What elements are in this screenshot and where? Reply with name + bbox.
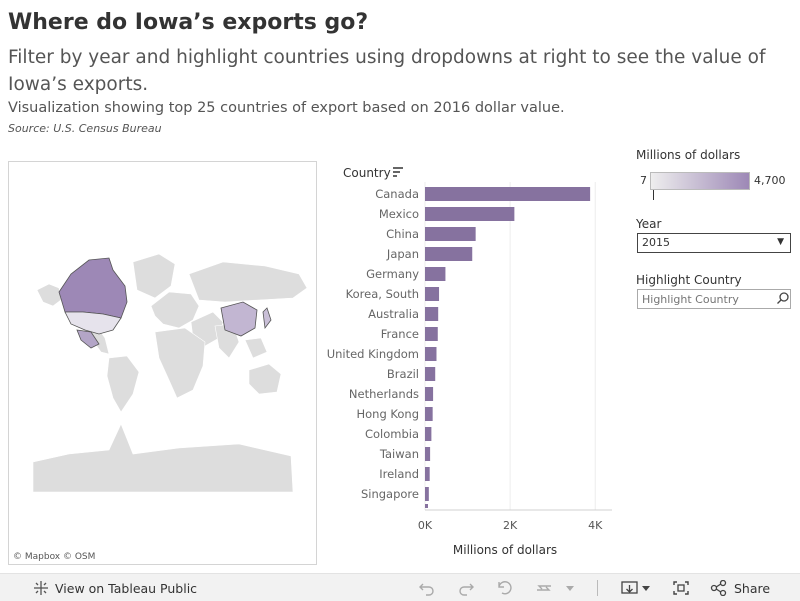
bar[interactable]: [425, 387, 434, 401]
download-icon: [621, 581, 650, 594]
map-region-mexico: [76, 329, 100, 349]
bar[interactable]: [425, 207, 515, 221]
source-note: Source: U.S. Census Bureau: [8, 122, 162, 135]
redo-icon: [459, 583, 474, 596]
search-icon[interactable]: [776, 291, 790, 305]
share-button[interactable]: Share: [710, 579, 770, 597]
legend-tick: [653, 190, 654, 200]
year-select-value: 2015: [642, 236, 670, 249]
highlight-filter-label: Highlight Country: [636, 273, 742, 287]
pause-dropdown-button[interactable]: [565, 579, 575, 597]
category-label[interactable]: France: [381, 327, 419, 341]
fullscreen-icon: [673, 581, 689, 595]
refresh-icon: [537, 585, 551, 591]
bar[interactable]: [425, 427, 432, 441]
category-label[interactable]: Canada: [375, 187, 419, 201]
bar-chart[interactable]: Country Canada Mexico China Japan Germany Kor…: [325, 160, 620, 560]
year-select[interactable]: 2015 ▼: [637, 233, 791, 253]
map-region-australia: [248, 363, 282, 395]
map-region-greenland: [132, 253, 176, 299]
download-button[interactable]: [620, 579, 652, 597]
category-label[interactable]: Japan: [386, 247, 419, 261]
view-on-tableau-public-button[interactable]: View on Tableau Public: [33, 579, 197, 597]
fullscreen-button[interactable]: [672, 579, 690, 597]
map-region-africa: [154, 327, 206, 399]
category-label[interactable]: Netherlands: [349, 387, 419, 401]
bar[interactable]: [425, 307, 439, 321]
refresh-button[interactable]: [535, 579, 553, 597]
chart-ticks: 0K 2K 4K: [418, 509, 612, 532]
bar[interactable]: [425, 327, 438, 341]
x-tick-label: 2K: [503, 519, 518, 532]
undo-icon: [419, 583, 434, 596]
map-region-antarctica: [32, 423, 294, 493]
map-region-japan: [262, 307, 272, 330]
x-axis-title: Millions of dollars: [453, 543, 557, 557]
category-label[interactable]: China: [386, 227, 419, 241]
map-region-alaska: [36, 283, 62, 307]
map-credits[interactable]: © Mapbox © OSM: [13, 552, 96, 562]
bar[interactable]: [425, 467, 430, 481]
bar[interactable]: [425, 347, 437, 361]
page-description: Visualization showing top 25 countries o…: [8, 100, 565, 116]
map-region-south-america: [106, 355, 140, 413]
bar[interactable]: [425, 287, 440, 301]
x-tick-label: 4K: [588, 519, 603, 532]
map-region-canada: [58, 257, 128, 319]
category-label[interactable]: Brazil: [387, 367, 419, 381]
revert-button[interactable]: [496, 579, 514, 597]
tableau-toolbar: View on Tableau Public: [0, 573, 800, 601]
category-label[interactable]: Colombia: [365, 427, 419, 441]
category-label[interactable]: Korea, South: [346, 287, 419, 301]
bar[interactable]: [425, 407, 433, 421]
redo-button[interactable]: [457, 579, 475, 597]
page-title: Where do Iowa’s exports go?: [8, 10, 369, 35]
map-region-usa: [64, 311, 122, 335]
legend-min-label: 7: [640, 174, 647, 187]
page-subtitle: Filter by year and highlight countries u…: [8, 47, 766, 95]
category-label[interactable]: Mexico: [379, 207, 419, 221]
view-on-tableau-public-label: View on Tableau Public: [55, 580, 198, 596]
legend-title: Millions of dollars: [636, 148, 741, 162]
legend-max-label: 4,700: [754, 174, 786, 187]
tableau-logo-icon: [34, 581, 48, 595]
category-label[interactable]: Germany: [366, 267, 419, 281]
year-filter-label: Year: [636, 217, 662, 231]
bar[interactable]: [425, 267, 446, 281]
x-tick-label: 0K: [418, 519, 433, 532]
map-region-southeast-asia: [244, 337, 268, 359]
undo-button[interactable]: [418, 579, 436, 597]
toolbar-divider: [597, 580, 598, 596]
share-label: Share: [734, 580, 771, 596]
bar[interactable]: [425, 367, 436, 381]
highlight-country-input[interactable]: [637, 289, 791, 309]
category-label[interactable]: Australia: [368, 307, 419, 321]
category-header: Country: [343, 166, 391, 180]
bar[interactable]: [425, 187, 591, 201]
sort-icon[interactable]: [393, 167, 403, 177]
map-region-russia: [188, 261, 308, 303]
category-label[interactable]: United Kingdom: [327, 347, 419, 361]
bar[interactable]: [425, 487, 429, 501]
map-region-europe: [150, 291, 200, 329]
category-label[interactable]: Singapore: [361, 487, 419, 501]
bar[interactable]: [425, 447, 431, 461]
category-label[interactable]: Hong Kong: [356, 407, 419, 421]
share-icon: [710, 580, 727, 596]
chevron-down-icon: ▼: [777, 237, 784, 247]
bar[interactable]: [425, 247, 473, 261]
world-map-graphic[interactable]: [9, 162, 316, 564]
bar-partial[interactable]: [425, 504, 428, 508]
map-region-china: [220, 301, 258, 337]
revert-icon: [498, 581, 512, 595]
color-legend: Millions of dollars 7 4,700: [636, 148, 796, 200]
world-map[interactable]: © Mapbox © OSM: [8, 161, 317, 565]
chart-bars: Canada Mexico China Japan Germany Korea, Sout…: [327, 187, 591, 508]
category-label[interactable]: Taiwan: [379, 447, 419, 461]
category-label[interactable]: Ireland: [379, 467, 419, 481]
chevron-down-icon: [566, 586, 574, 591]
legend-color-ramp: [650, 172, 750, 190]
bar[interactable]: [425, 227, 476, 241]
